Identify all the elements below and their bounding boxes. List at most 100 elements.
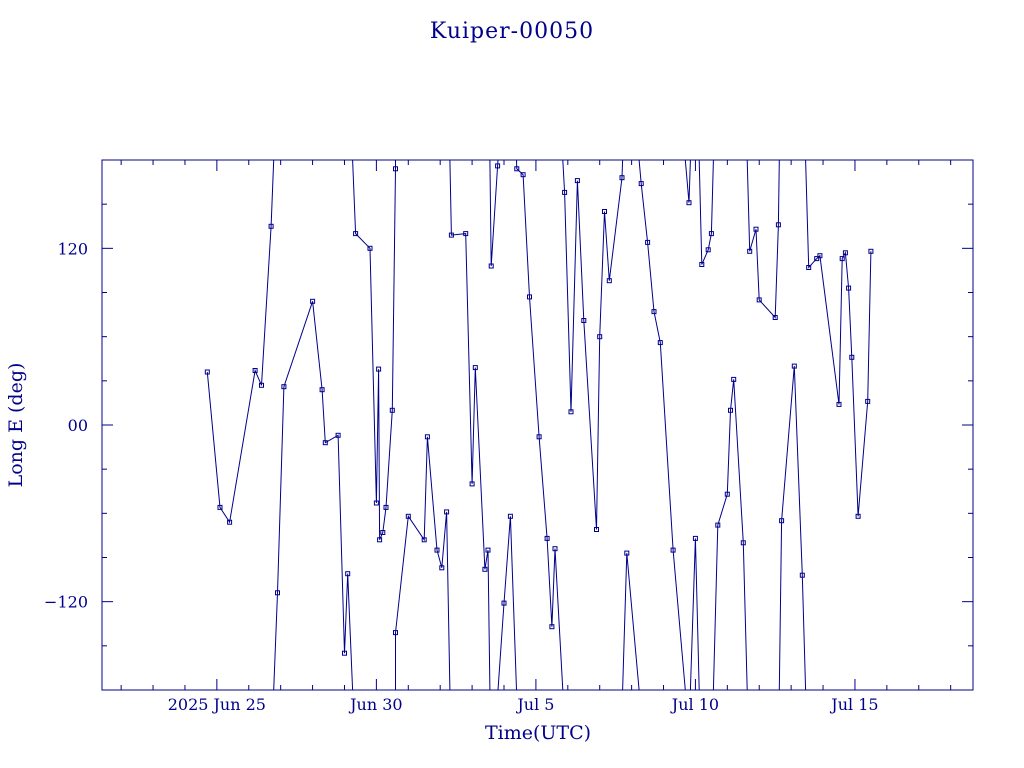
data-point [753,226,759,232]
data-point [217,504,223,510]
data-point [692,535,698,541]
data-point [488,263,494,269]
data-point [544,535,550,541]
data-point [756,297,762,303]
data-point [507,513,513,519]
data-point [728,407,733,413]
data-point [779,518,785,524]
data-point [799,572,805,578]
y-tick-label: 120 [57,239,88,258]
data-point [846,285,852,291]
data-point [549,624,555,630]
data-point [724,491,730,497]
data-point [868,248,874,254]
data-point [342,650,347,656]
data-point [686,200,692,206]
data-point [380,530,386,535]
data-point [772,315,778,320]
data-point [731,376,737,382]
data-point [568,409,574,415]
data-point [383,504,389,510]
data-point [670,547,676,553]
data-point [353,231,359,237]
axis-ticks [102,160,973,690]
data-point [281,384,287,390]
data-point [268,223,274,229]
data-point [705,247,711,253]
data-point [817,253,823,259]
data-point [775,222,781,228]
data-point [405,513,411,519]
data-point [377,537,383,543]
data-point [657,340,663,346]
data-point [275,590,280,596]
data-point [482,566,488,572]
x-tick-label: Jul 15 [829,695,878,714]
x-tick-label: Jul 5 [515,695,554,714]
data-point [501,600,507,606]
data-point [310,298,316,304]
series-line [206,160,872,690]
data-point [699,262,705,267]
data-point [839,256,845,262]
data-point [562,189,568,195]
data-point [514,166,520,172]
data-point [638,181,644,187]
data-point [485,547,491,553]
data-point [602,209,607,214]
data-point [335,432,341,438]
data-point [472,365,478,371]
data-point [367,245,373,251]
data-point [448,232,454,238]
tick-labels: 2025 Jun 25 Jun 30 Jul 5 Jul 10 Jul 15 −120 00… [44,239,879,714]
data-point [424,434,430,440]
data-point [747,248,753,254]
data-point [322,440,328,446]
data-point [708,231,714,237]
data-point [855,513,861,519]
data-point [624,550,630,556]
data-point [552,546,558,552]
data-point [252,368,258,373]
data-point [574,178,580,184]
y-axis-label: Long E (deg) [5,363,27,488]
data-point [791,363,797,369]
x-tick-label: Jul 10 [670,695,719,714]
data-point [740,540,746,546]
data-point [597,334,603,340]
data-point [594,527,599,532]
data-point [389,407,395,413]
data-point [259,382,264,388]
x-tick-label: 2025 Jun 25 [168,695,266,714]
data-point [421,537,427,543]
chart-title: Kuiper-00050 [430,19,594,44]
data-point [393,166,398,172]
data-point [434,547,440,553]
data-point [651,309,657,315]
data-point [495,163,501,169]
data-point [715,522,721,528]
data-point [319,387,325,393]
data-point [606,278,612,284]
data-point [204,369,210,375]
data-point [463,231,469,237]
plot-frame [101,159,974,691]
data-point [581,318,587,323]
y-tick-label: 00 [68,416,88,435]
series-layer [204,160,874,690]
data-point [444,509,450,515]
data-point [227,519,233,525]
data-point [842,250,848,256]
data-point [527,294,532,300]
data-point [373,500,379,506]
data-point [536,434,542,440]
data-point [520,172,526,178]
y-tick-label: −120 [44,593,88,612]
data-point [439,565,445,571]
data-point [645,239,651,245]
data-point [345,571,351,577]
data-point [619,175,625,181]
data-point [836,401,842,407]
data-point [814,256,820,262]
